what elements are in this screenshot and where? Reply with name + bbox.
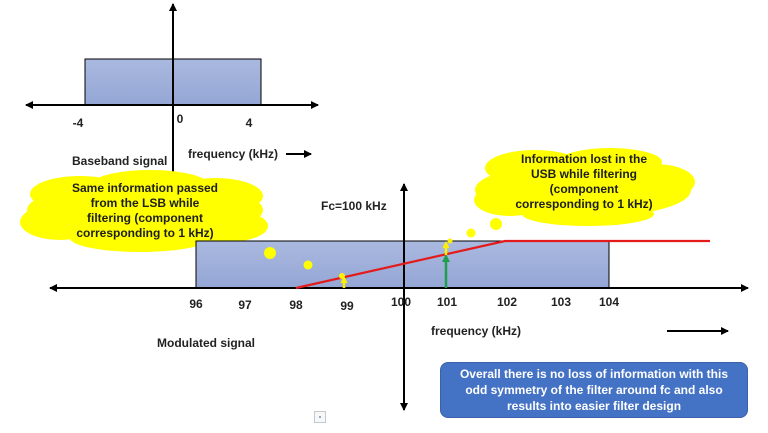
image-placeholder-icon xyxy=(314,411,326,423)
usb-callout-cloud xyxy=(466,148,695,238)
modulated-tick-label: 97 xyxy=(238,298,252,312)
usb-callout-text: Information lost in the USB while filter… xyxy=(515,152,653,211)
modulated-tick-label: 102 xyxy=(496,295,518,309)
lsb-callout-text: Same information passed from the LSB whi… xyxy=(71,181,219,240)
conclusion-note: Overall there is no loss of information … xyxy=(440,362,748,418)
lsb-cloud-tail xyxy=(264,247,276,259)
modulated-tick-label: 98 xyxy=(289,298,303,312)
modulated-tick-label: 100 xyxy=(390,295,412,309)
baseband-tick-label: 0 xyxy=(176,112,184,126)
carrier-frequency-label: Fc=100 kHz xyxy=(321,199,387,213)
baseband-title: Baseband signal xyxy=(72,154,168,168)
modulated-tick-label: 104 xyxy=(598,295,620,309)
modulated-tick-label: 101 xyxy=(436,295,458,309)
modulated-tick-label: 99 xyxy=(340,299,354,313)
baseband-plot xyxy=(25,3,319,177)
lsb-callout-cloud xyxy=(20,170,268,252)
baseband-tick-label: -4 xyxy=(72,116,84,130)
modulated-plot xyxy=(49,183,749,411)
baseband-tick-label: 4 xyxy=(245,116,253,130)
modulated-title: Modulated signal xyxy=(157,336,256,350)
baseband-axis-label: frequency (kHz) xyxy=(188,147,279,161)
filter-response-line xyxy=(295,239,710,290)
modulated-tick-label: 96 xyxy=(189,297,203,311)
modulated-axis-label: frequency (kHz) xyxy=(431,324,522,338)
modulated-tick-label: 103 xyxy=(550,295,572,309)
